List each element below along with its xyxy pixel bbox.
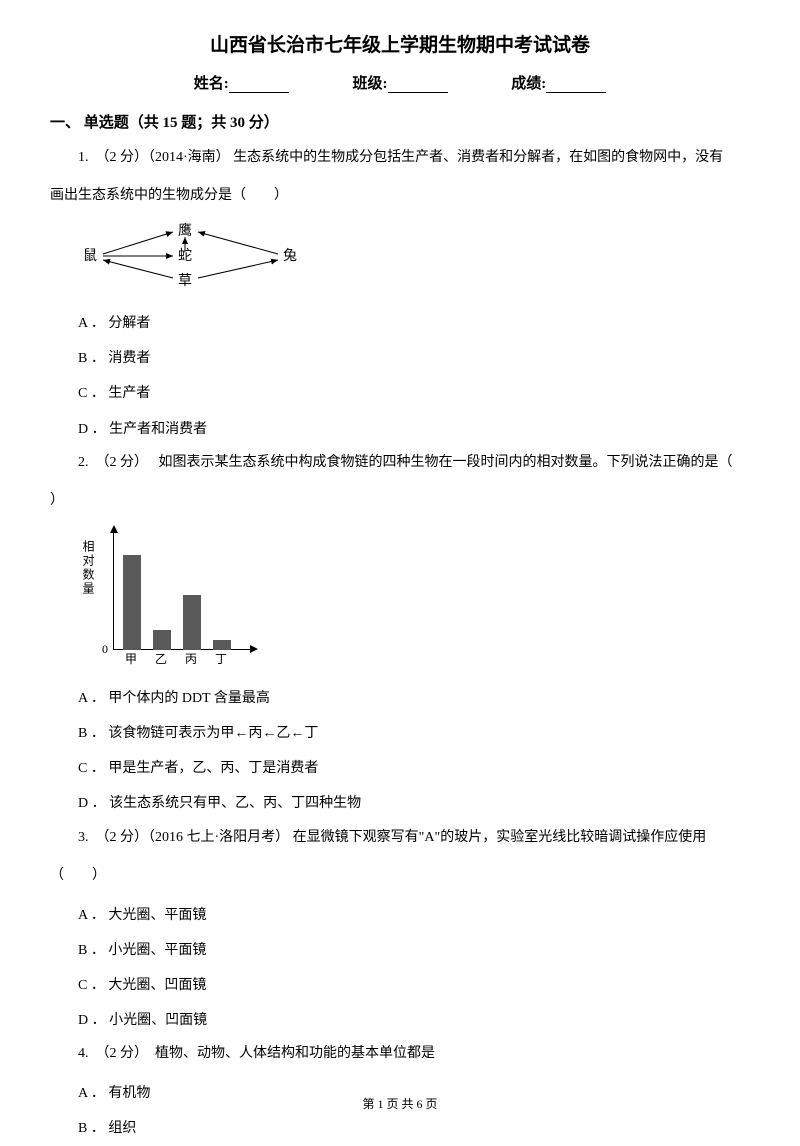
q3-option-a[interactable]: A ． 大光圈、平面镜 [78, 900, 750, 932]
foodweb-snake: 蛇 [178, 248, 192, 264]
score-blank[interactable] [546, 79, 606, 93]
chart-cat-3: 丙 [185, 650, 197, 667]
q2-option-c[interactable]: C ． 甲是生产者，乙、丙、丁是消费者 [78, 753, 750, 785]
q2-bar-chart: 相对数量 0 甲 乙 丙 丁 [78, 525, 258, 675]
section-1-title: 一、 单选题（共 15 题；共 30 分） [50, 111, 750, 132]
foodweb-mouse: 鼠 [83, 248, 97, 264]
q3-options: A ． 大光圈、平面镜 B ． 小光圈、平面镜 C ． 大光圈、凹面镜 D ． … [78, 900, 750, 1038]
chart-cat-4: 丁 [215, 650, 227, 667]
foodweb-grass: 草 [178, 273, 192, 289]
chart-bar-1 [123, 555, 141, 650]
q1-stem-line2: 画出生态系统中的生物成分是（ ） [50, 182, 750, 210]
name-blank[interactable] [229, 79, 289, 93]
chart-cat-2: 乙 [155, 650, 167, 667]
q4-option-b[interactable]: B ． 组织 [78, 1113, 750, 1145]
chart-arrow-y [110, 525, 118, 533]
page-footer: 第 1 页 共 6 页 [0, 1095, 800, 1112]
q1-option-b[interactable]: B ． 消费者 [78, 343, 750, 375]
foodweb-svg: 鼠 鹰 蛇 草 兔 [78, 220, 328, 300]
q1-foodweb-diagram: 鼠 鹰 蛇 草 兔 [78, 220, 328, 300]
exam-title: 山西省长治市七年级上学期生物期中考试试卷 [50, 30, 750, 57]
foodweb-rabbit: 兔 [283, 248, 297, 264]
name-label: 姓名: [194, 72, 229, 93]
class-blank[interactable] [388, 79, 448, 93]
q3-option-d[interactable]: D ． 小光圈、凹面镜 [78, 1005, 750, 1037]
q2-stem-line2: ） [50, 487, 750, 515]
q3-stem-line2: （ ） [50, 862, 750, 890]
chart-cat-1: 甲 [125, 650, 137, 667]
chart-bar-2 [153, 630, 171, 650]
q1-option-a[interactable]: A ． 分解者 [78, 308, 750, 340]
chart-y-axis [113, 530, 114, 650]
chart-arrow-x [250, 645, 258, 653]
q3-option-c[interactable]: C ． 大光圈、凹面镜 [78, 970, 750, 1002]
q2-option-b[interactable]: B ． 该食物链可表示为甲←丙←乙←丁 [78, 718, 750, 750]
q2-options: A ． 甲个体内的 DDT 含量最高 B ． 该食物链可表示为甲←丙←乙←丁 C… [78, 683, 750, 821]
q2-stem-line1: 2. （2 分） 如图表示某生态系统中构成食物链的四种生物在一段时间内的相对数量… [50, 449, 750, 477]
class-label: 班级: [353, 72, 388, 93]
score-label: 成绩: [511, 72, 546, 93]
q4-stem: 4. （2 分） 植物、动物、人体结构和功能的基本单位都是 [50, 1040, 750, 1068]
chart-bar-4 [213, 640, 231, 650]
q1-stem-line1: 1. （2 分）（2014·海南） 生态系统中的生物成分包括生产者、消费者和分解… [50, 144, 750, 172]
q1-option-d[interactable]: D ． 生产者和消费者 [78, 414, 750, 446]
q1-options: A ． 分解者 B ． 消费者 C ． 生产者 D ． 生产者和消费者 [78, 308, 750, 446]
foodweb-eagle: 鹰 [178, 223, 192, 239]
chart-bar-3 [183, 595, 201, 650]
chart-origin: 0 [102, 642, 108, 657]
student-info-row: 姓名: 班级: 成绩: [50, 72, 750, 93]
q3-stem-line1: 3. （2 分）（2016 七上·洛阳月考） 在显微镜下观察写有"A"的玻片，实… [50, 824, 750, 852]
q1-option-c[interactable]: C ． 生产者 [78, 378, 750, 410]
q3-option-b[interactable]: B ． 小光圈、平面镜 [78, 935, 750, 967]
q2-option-d[interactable]: D ． 该生态系统只有甲、乙、丙、丁四种生物 [78, 788, 750, 820]
chart-ylabel: 相对数量 [80, 540, 97, 596]
q2-option-a[interactable]: A ． 甲个体内的 DDT 含量最高 [78, 683, 750, 715]
